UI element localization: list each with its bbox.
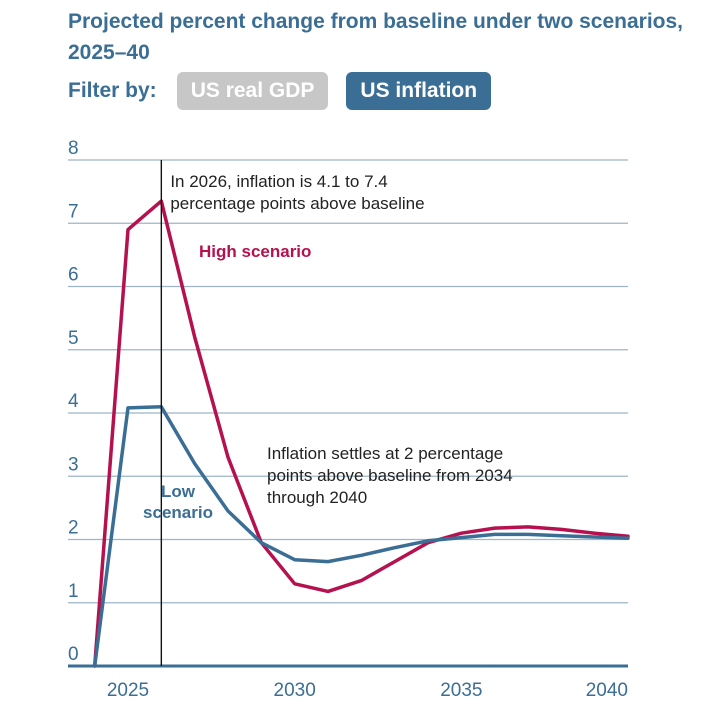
y-tick-label: 5 xyxy=(68,328,79,349)
y-tick-label: 4 xyxy=(68,391,79,412)
chart-title: Projected percent change from baseline u… xyxy=(68,10,684,64)
y-tick-label: 7 xyxy=(68,201,79,222)
y-tick-label: 6 xyxy=(68,265,79,286)
low-scenario-label: Low scenario xyxy=(143,482,213,522)
y-axis-tick-labels: 0 1 2 3 4 5 6 7 8 xyxy=(68,138,79,665)
y-tick-label: 1 xyxy=(68,581,79,602)
y-tick-label: 0 xyxy=(68,644,79,665)
low-scenario-line xyxy=(92,404,630,668)
filter-us-real-gdp-button[interactable]: US real GDP xyxy=(176,72,329,110)
y-tick-label: 3 xyxy=(68,454,79,475)
filter-bar: Filter by: US real GDP US inflation xyxy=(68,72,492,110)
y-tick-label: 2 xyxy=(68,518,79,539)
gridlines xyxy=(68,159,628,668)
y-tick-label: 8 xyxy=(68,138,79,159)
annotations: In 2026, inflation is 4.1 to 7.4 percenta… xyxy=(170,172,512,507)
x-tick-label: 2035 xyxy=(440,680,482,701)
x-axis-tick-labels: 2025 2030 2035 2040 xyxy=(107,680,628,701)
x-tick-label: 2040 xyxy=(586,680,628,701)
series-labels: High scenario Low scenario xyxy=(143,242,311,522)
x-tick-label: 2030 xyxy=(274,680,316,701)
high-scenario-label: High scenario xyxy=(199,242,311,261)
series-lines xyxy=(92,199,630,668)
filter-us-inflation-button[interactable]: US inflation xyxy=(346,72,492,110)
annotation-text: In 2026, inflation is 4.1 to 7.4 percenta… xyxy=(170,172,424,213)
x-tick-label: 2025 xyxy=(107,680,149,701)
high-scenario-line xyxy=(92,199,630,668)
filter-label: Filter by: xyxy=(68,79,157,102)
annotation-text: Inflation settles at 2 percentage points … xyxy=(267,444,513,507)
